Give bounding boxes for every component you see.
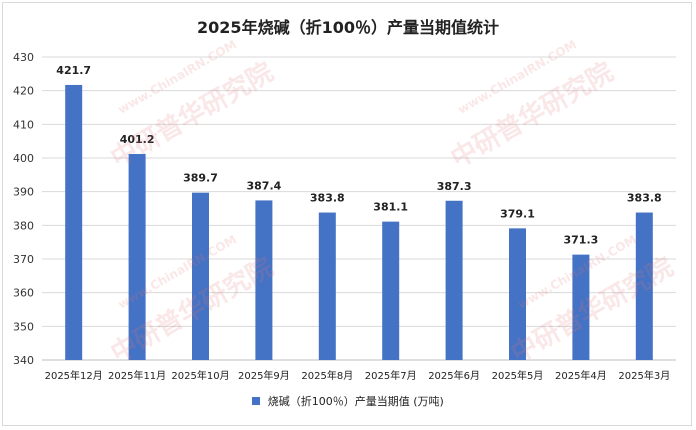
y-tick-label-340: 340: [13, 354, 34, 367]
legend-swatch: [252, 397, 261, 405]
x-tick-label-8: 2025年4月: [555, 369, 607, 382]
y-tick-label-420: 420: [13, 85, 34, 98]
data-label-8: 371.3: [564, 234, 599, 247]
bar-2: [192, 192, 209, 360]
data-label-9: 383.8: [627, 192, 662, 205]
bar-1: [128, 153, 146, 360]
legend-label: 烧碱（折100％）产量当期值 (万吨): [267, 395, 444, 408]
x-tick-label-0: 2025年12月: [45, 369, 103, 382]
bar-8: [572, 254, 590, 360]
bar-5: [382, 221, 400, 360]
bar-3: [255, 200, 273, 360]
x-tick-label-3: 2025年9月: [238, 369, 290, 382]
data-label-0: 421.7: [56, 64, 91, 77]
y-tick-label-400: 400: [13, 152, 34, 165]
bar-4: [318, 212, 336, 360]
legend: 烧碱（折100％）产量当期值 (万吨): [0, 393, 696, 409]
bar-9: [635, 212, 653, 360]
x-tick-label-7: 2025年5月: [492, 369, 544, 382]
y-tick-label-350: 350: [13, 320, 34, 333]
x-tick-label-6: 2025年6月: [428, 369, 480, 382]
data-label-2: 389.7: [183, 172, 218, 185]
bar-6: [445, 200, 463, 360]
x-tick-label-2: 2025年10月: [171, 369, 229, 382]
bar-0: [65, 84, 83, 361]
data-label-3: 387.4: [247, 179, 282, 192]
y-tick-label-360: 360: [13, 287, 34, 300]
y-tick-label-370: 370: [13, 253, 34, 266]
data-label-1: 401.2: [120, 133, 155, 146]
y-tick-label-390: 390: [13, 186, 34, 199]
x-tick-label-1: 2025年11月: [108, 369, 166, 382]
bar-7: [509, 228, 526, 360]
data-label-4: 383.8: [310, 192, 345, 205]
data-label-7: 379.1: [500, 207, 535, 220]
chart-title: 2025年烧碱（折100％）产量当期值统计: [197, 18, 499, 37]
data-label-6: 387.3: [437, 180, 472, 193]
x-tick-label-9: 2025年3月: [618, 369, 670, 382]
x-tick-label-5: 2025年7月: [365, 369, 417, 382]
x-tick-label-4: 2025年8月: [301, 369, 353, 382]
y-tick-label-380: 380: [13, 219, 34, 232]
y-tick-label-410: 410: [13, 118, 34, 131]
y-tick-label-430: 430: [13, 51, 34, 64]
data-label-5: 381.1: [373, 201, 408, 214]
